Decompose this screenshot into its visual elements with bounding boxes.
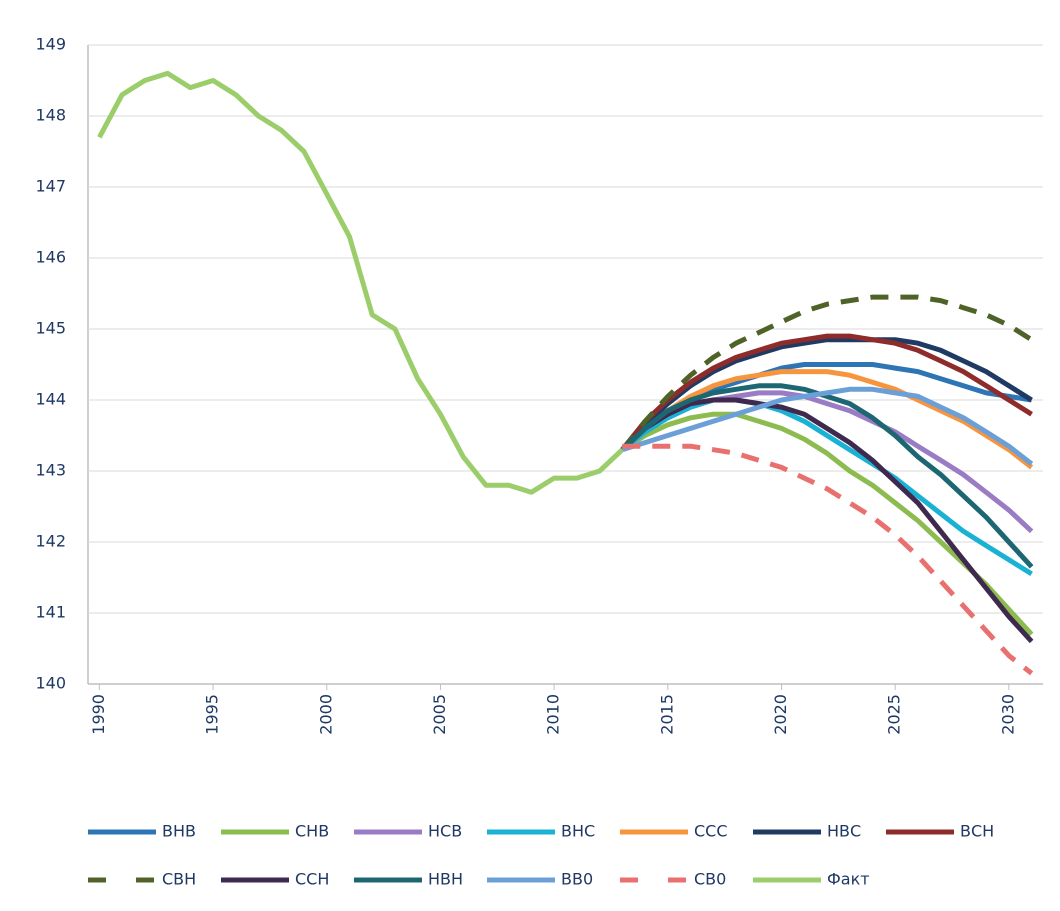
series-line bbox=[620, 369, 1034, 470]
series-line bbox=[620, 294, 1033, 452]
x-tick-label: 2000 bbox=[316, 694, 335, 735]
y-tick-label: 144 bbox=[35, 390, 66, 409]
legend-label: ССС bbox=[694, 822, 728, 841]
series-line bbox=[620, 383, 1034, 569]
legend-label: НВН bbox=[428, 870, 463, 889]
y-tick-label: 149 bbox=[35, 35, 66, 54]
x-tick-label: 2020 bbox=[771, 694, 790, 735]
legend-label: ВВ0 bbox=[561, 870, 593, 889]
legend-label: НВС bbox=[827, 822, 861, 841]
y-tick-label: 140 bbox=[35, 674, 66, 693]
x-tick-label: 2030 bbox=[998, 694, 1017, 735]
legend-label: СВ0 bbox=[694, 870, 726, 889]
x-tick-label: 2015 bbox=[657, 694, 676, 735]
series-line bbox=[620, 397, 1034, 644]
legend-label: ВНС bbox=[561, 822, 595, 841]
y-tick-label: 142 bbox=[35, 532, 66, 551]
x-tick-label: 2010 bbox=[544, 694, 563, 735]
y-tick-label: 147 bbox=[35, 177, 66, 196]
series-line bbox=[620, 333, 1033, 452]
x-tick-label: 2005 bbox=[430, 694, 449, 735]
y-tick-label: 148 bbox=[35, 106, 66, 125]
series-line bbox=[620, 337, 1033, 452]
series-line bbox=[622, 443, 1034, 676]
x-tick-label: 1990 bbox=[89, 694, 108, 735]
series-line bbox=[620, 397, 1033, 577]
legend-label: ССН bbox=[295, 870, 329, 889]
series-line bbox=[621, 386, 1034, 466]
x-tick-label: 2025 bbox=[885, 694, 904, 735]
x-tick-label: 1995 bbox=[203, 694, 222, 735]
legend-label: Факт bbox=[827, 870, 870, 889]
legend-label: ВНВ bbox=[162, 822, 196, 841]
legend-label: ВСН bbox=[960, 822, 994, 841]
series-line bbox=[97, 70, 625, 495]
y-tick-label: 145 bbox=[35, 319, 66, 338]
legend-label: СВН bbox=[162, 870, 196, 889]
y-tick-label: 141 bbox=[35, 603, 66, 622]
legend-label: НСВ bbox=[428, 822, 462, 841]
legend-label: СНВ bbox=[295, 822, 329, 841]
y-tick-label: 143 bbox=[35, 461, 66, 480]
y-tick-label: 146 bbox=[35, 248, 66, 267]
